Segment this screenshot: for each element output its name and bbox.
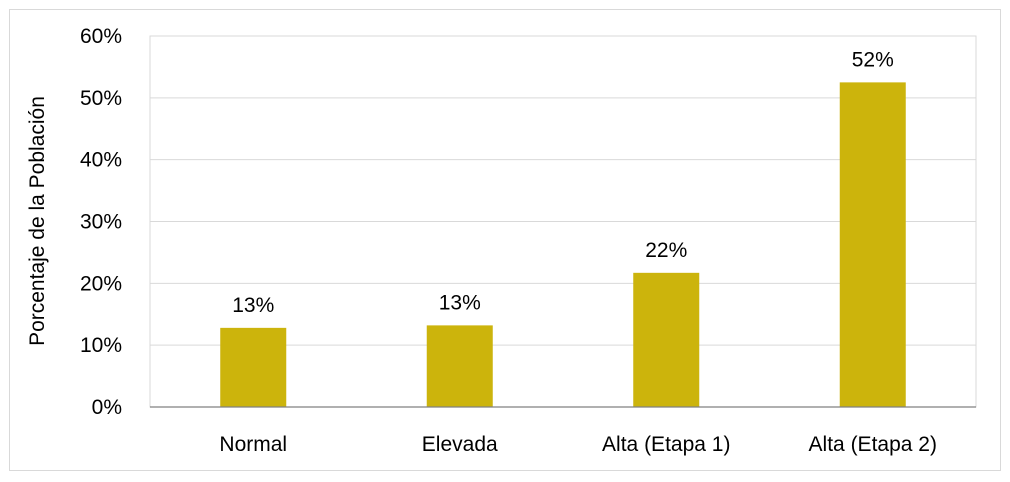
y-tick-label: 20% (80, 272, 122, 295)
axes (149, 35, 977, 408)
data-label: 13% (232, 294, 274, 317)
data-label: 13% (439, 291, 481, 314)
y-axis-label: Porcentaje de la Población (26, 96, 49, 346)
y-tick-label: 30% (80, 211, 122, 234)
data-label: 22% (645, 239, 687, 262)
x-tick-label: Normal (219, 433, 287, 456)
y-tick-label: 50% (80, 87, 122, 110)
bars (220, 82, 906, 407)
y-tick-label: 10% (80, 334, 122, 357)
x-tick-label: Alta (Etapa 1) (602, 433, 730, 456)
x-tick-label: Elevada (422, 433, 498, 456)
y-tick-label: 40% (80, 149, 122, 172)
bar (633, 272, 700, 407)
data-label: 52% (852, 48, 894, 71)
bar (426, 325, 493, 407)
data-labels: 13% 13% 22% 52% (232, 48, 894, 316)
chart-frame (9, 9, 1001, 471)
x-tick-label: Alta (Etapa 2) (809, 433, 937, 456)
y-tick-label: 60% (80, 25, 122, 48)
y-tick-labels: 0% 10% 20% 30% 40% 50% 60% (80, 25, 122, 419)
x-tick-labels: Normal Elevada Alta (Etapa 1) Alta (Etapa 2… (219, 433, 937, 456)
y-tick-label: 0% (92, 396, 122, 419)
bar (839, 82, 906, 407)
bar (220, 327, 287, 407)
